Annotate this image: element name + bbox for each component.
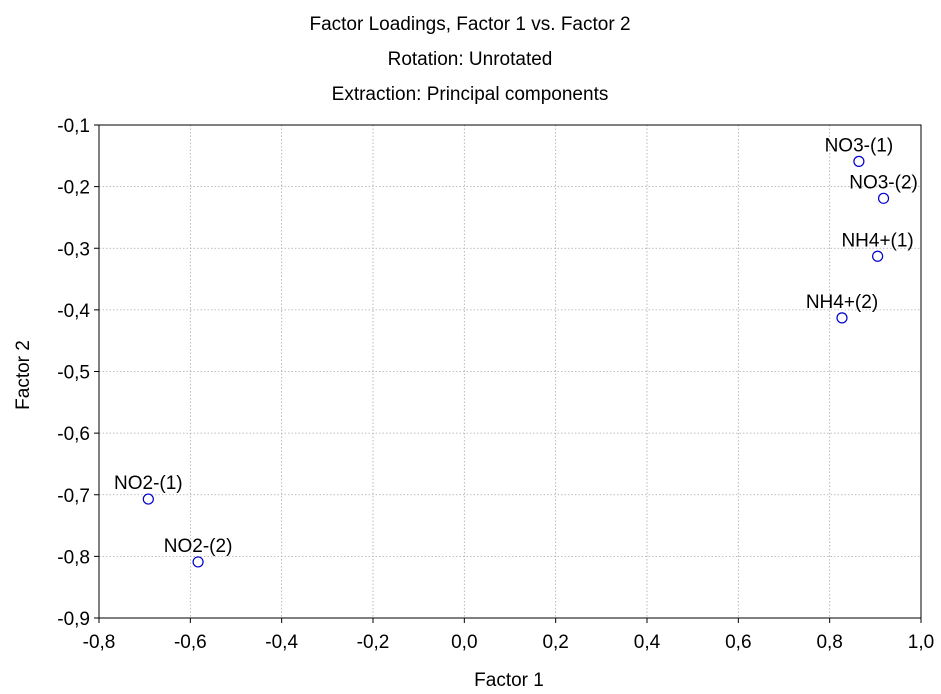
x-axis: -0,8 -0,6 -0,4 -0,2 0,0 0,2 0,4 0,6 0,8 1,0: [83, 618, 934, 653]
data-point-marker: [192, 556, 204, 568]
data-point-label: NO2-(2): [164, 536, 233, 557]
data-point-label: NO3-(1): [825, 135, 894, 156]
x-tick-label: -0,4: [265, 632, 298, 653]
x-tick-label: -0,2: [357, 632, 390, 653]
y-tick-label: -0,4: [57, 301, 90, 322]
x-tick-label: 0,8: [816, 632, 842, 653]
chart-title-line-3: Extraction: Principal components: [332, 84, 609, 105]
data-point-marker: [853, 155, 865, 167]
y-tick-label: -0,9: [57, 609, 90, 630]
y-tick-label: -0,6: [57, 424, 90, 445]
x-tick-label: -0,6: [174, 632, 207, 653]
chart-title-line-2: Rotation: Unrotated: [388, 49, 553, 70]
data-point-marker: [836, 312, 848, 324]
x-axis-title: Factor 1: [474, 670, 544, 691]
data-points: NO3-(1) NO3-(2) NH4+(1) NH4+(2) NO2-(1) NO2-(…: [114, 135, 918, 568]
y-tick-label: -0,3: [57, 239, 90, 260]
y-tick-label: -0,2: [57, 178, 90, 199]
y-tick-label: -0,5: [57, 363, 90, 384]
y-axis: -0,1 -0,2 -0,3 -0,4 -0,5 -0,6 -0,7 -0,8 -0,9: [57, 116, 99, 630]
y-axis-title: Factor 2: [13, 340, 34, 410]
x-tick-label: 0,2: [542, 632, 568, 653]
x-tick-label: -0,8: [83, 632, 116, 653]
data-point-marker: [877, 192, 890, 204]
data-point-label: NH4+(2): [806, 292, 878, 313]
chart-title-line-1: Factor Loadings, Factor 1 vs. Factor 2: [309, 14, 630, 35]
data-point-marker: [872, 250, 884, 262]
y-tick-label: -0,1: [57, 116, 90, 137]
y-tick-label: -0,8: [57, 547, 90, 568]
data-point-label: NO3-(2): [849, 172, 918, 193]
data-point-label: NH4+(1): [841, 230, 913, 251]
x-tick-label: 0,0: [451, 632, 477, 653]
x-tick-label: 1,0: [908, 632, 934, 653]
x-tick-label: 0,4: [634, 632, 661, 653]
x-tick-label: 0,6: [725, 632, 751, 653]
data-point-marker: [142, 493, 154, 505]
grid: [99, 125, 921, 618]
data-point-label: NO2-(1): [114, 473, 183, 494]
y-tick-label: -0,7: [57, 486, 90, 507]
